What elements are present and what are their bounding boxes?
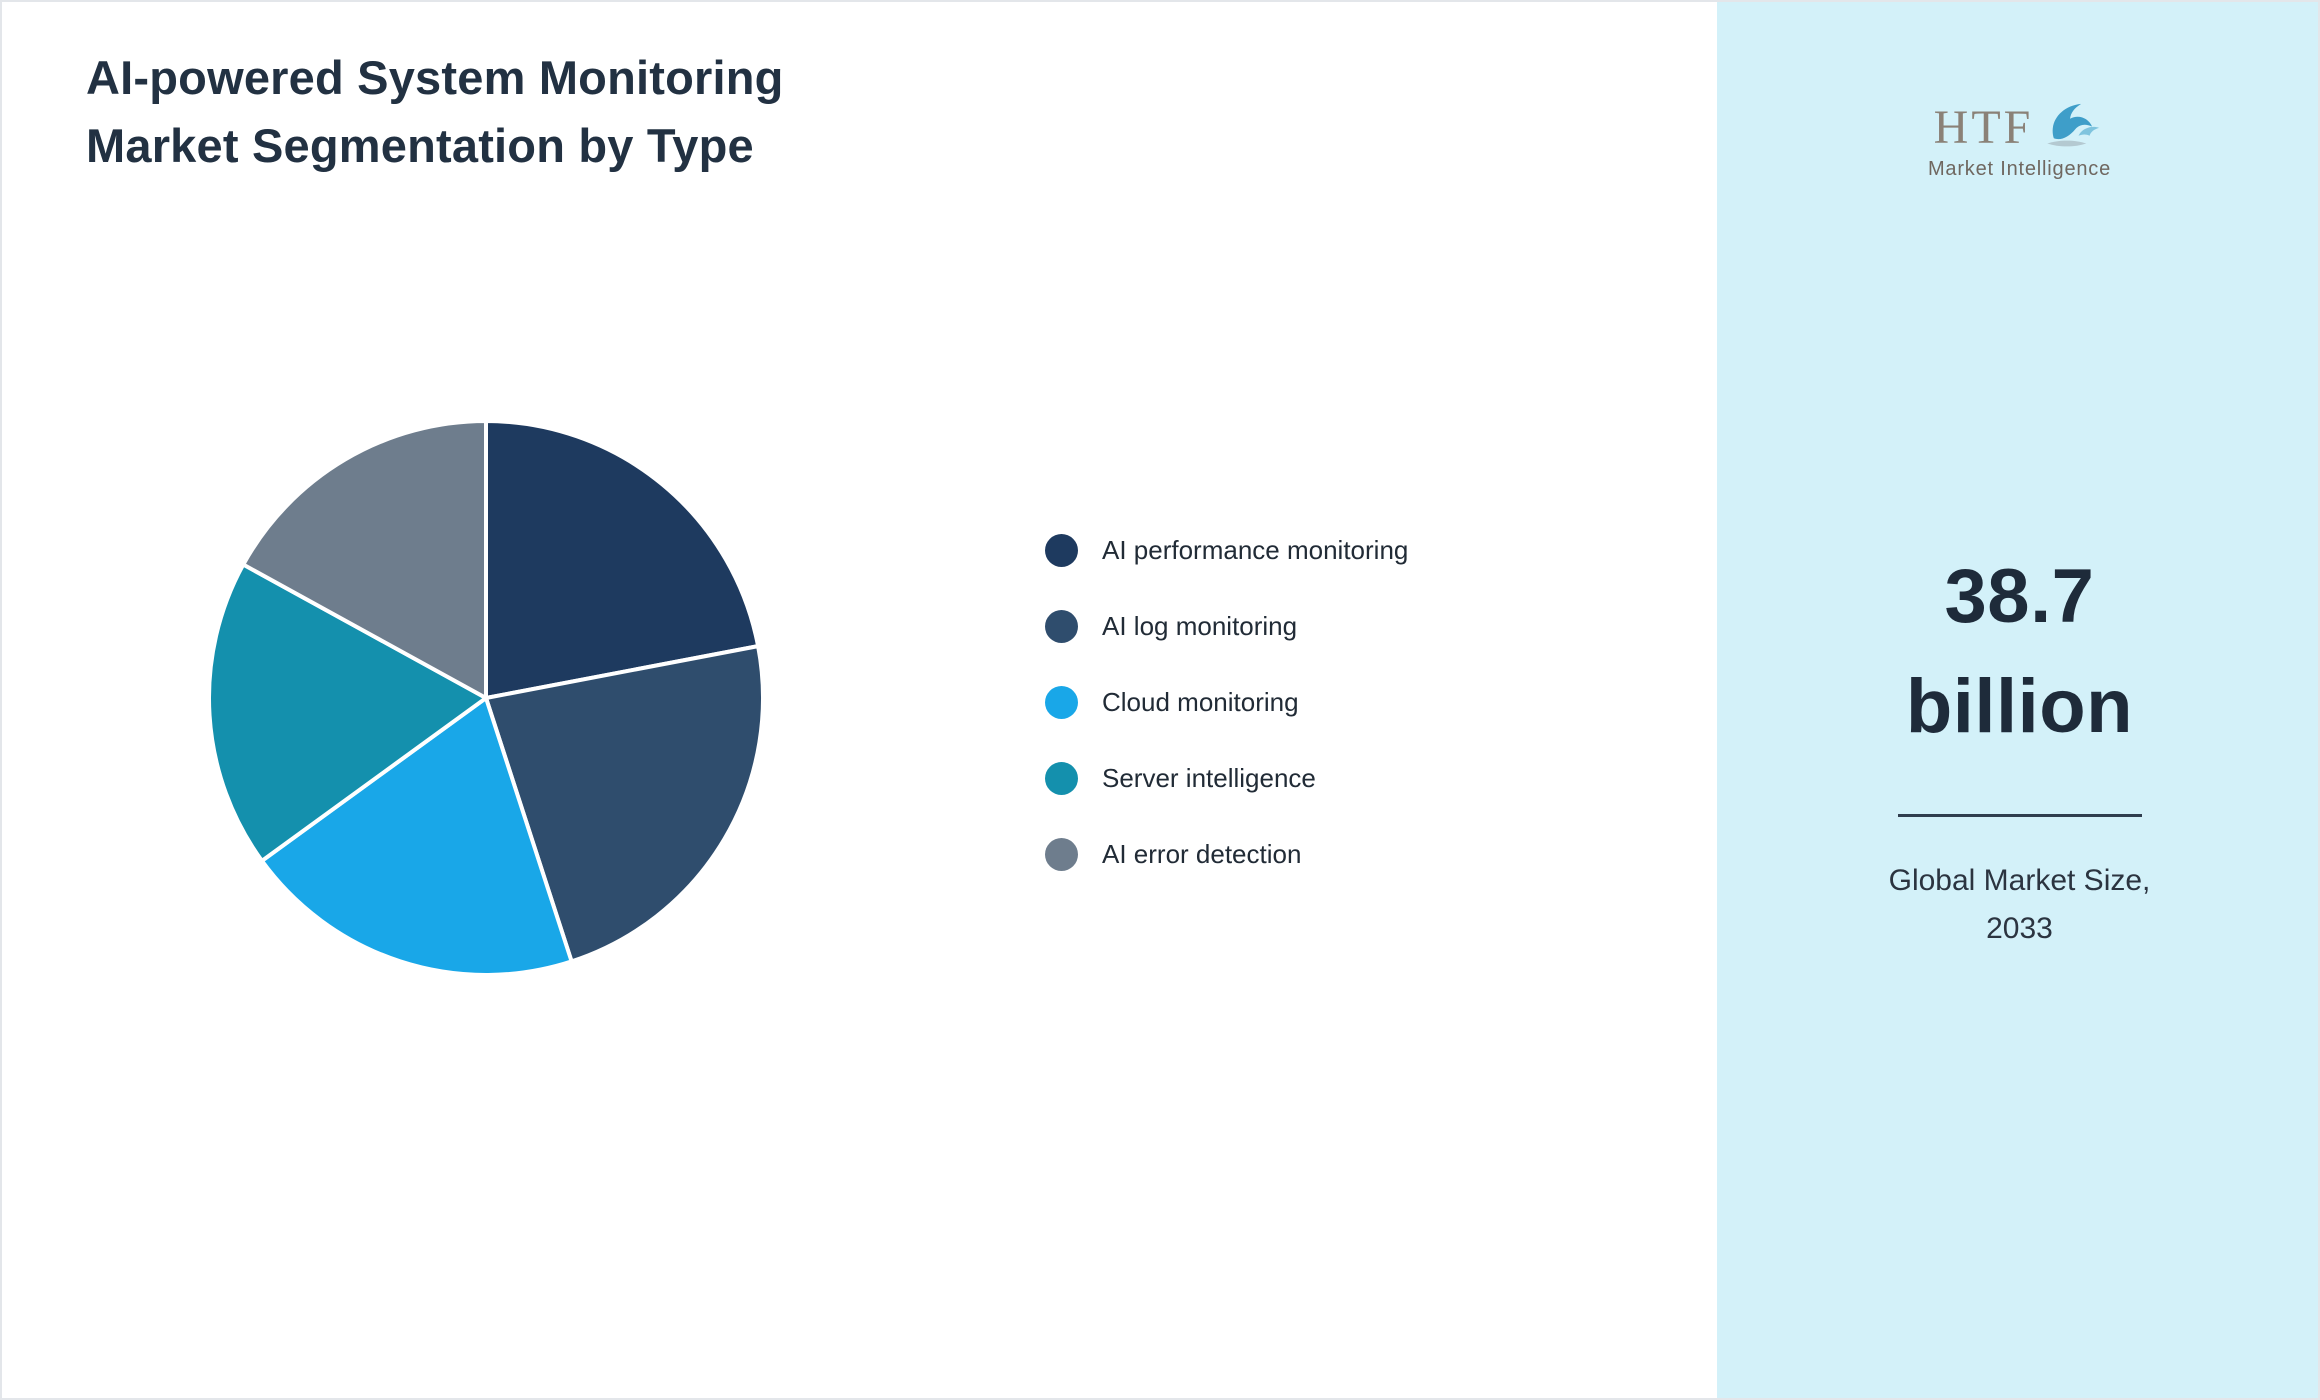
pie-chart [186,398,786,998]
dolphin-icon [2047,103,2100,147]
page-title-line2: Market Segmentation by Type [86,119,754,173]
market-size-caption-line1: Global Market Size, [1888,864,2151,898]
legend-swatch-icon [1045,609,1078,643]
market-size-value-line1: 38.7 [1944,554,2095,639]
pie-chart-svg [207,419,765,977]
htf-logo: HTF Market Intelligence [1717,98,2318,181]
chart-area: AI-powered System Monitoring Market Segm… [2,2,1717,1398]
legend-swatch-icon [1045,685,1078,719]
sidebar: HTF Market Intelligence 38.7 billion Glo… [1717,2,2318,1398]
legend-label: AI performance monitoring [1102,534,1409,565]
page-title-line1: AI-powered System Monitoring [86,51,784,104]
legend-label: Server intelligence [1102,762,1316,793]
legend-item: Server intelligence [1045,761,1408,795]
pie-slice-3 [259,696,574,977]
pie-slice-4 [207,562,488,863]
htf-logo-text: HTF [1933,101,2034,154]
legend-item: AI performance monitoring [1045,533,1408,567]
page-title: AI-powered System Monitoring Market Segm… [86,44,784,180]
legend-label: AI log monitoring [1102,610,1298,641]
market-size-caption: Global Market Size, 2033 [1717,857,2318,953]
pie-slice-5 [241,419,488,700]
legend-label: AI error detection [1102,838,1302,869]
chart-legend: AI performance monitoring AI log monitori… [1045,533,1408,871]
market-size-block: 38.7 billion Global Market Size, 2033 [1717,542,2318,953]
market-size-caption-line2: 2033 [1986,912,2053,946]
pie-slice-1 [484,419,761,700]
market-size-value-line2: billion [1905,664,2134,750]
htf-logo-top: HTF [1717,98,2318,154]
legend-swatch-icon [1045,837,1078,871]
divider-line [1897,814,2142,818]
legend-item: Cloud monitoring [1045,685,1408,719]
htf-logo-subtext: Market Intelligence [1927,158,2112,180]
legend-item: AI log monitoring [1045,609,1408,643]
legend-label: Cloud monitoring [1102,686,1299,717]
legend-item: AI error detection [1045,837,1408,871]
pie-slice-2 [484,644,765,964]
legend-swatch-icon [1045,761,1078,795]
legend-swatch-icon [1045,533,1078,567]
